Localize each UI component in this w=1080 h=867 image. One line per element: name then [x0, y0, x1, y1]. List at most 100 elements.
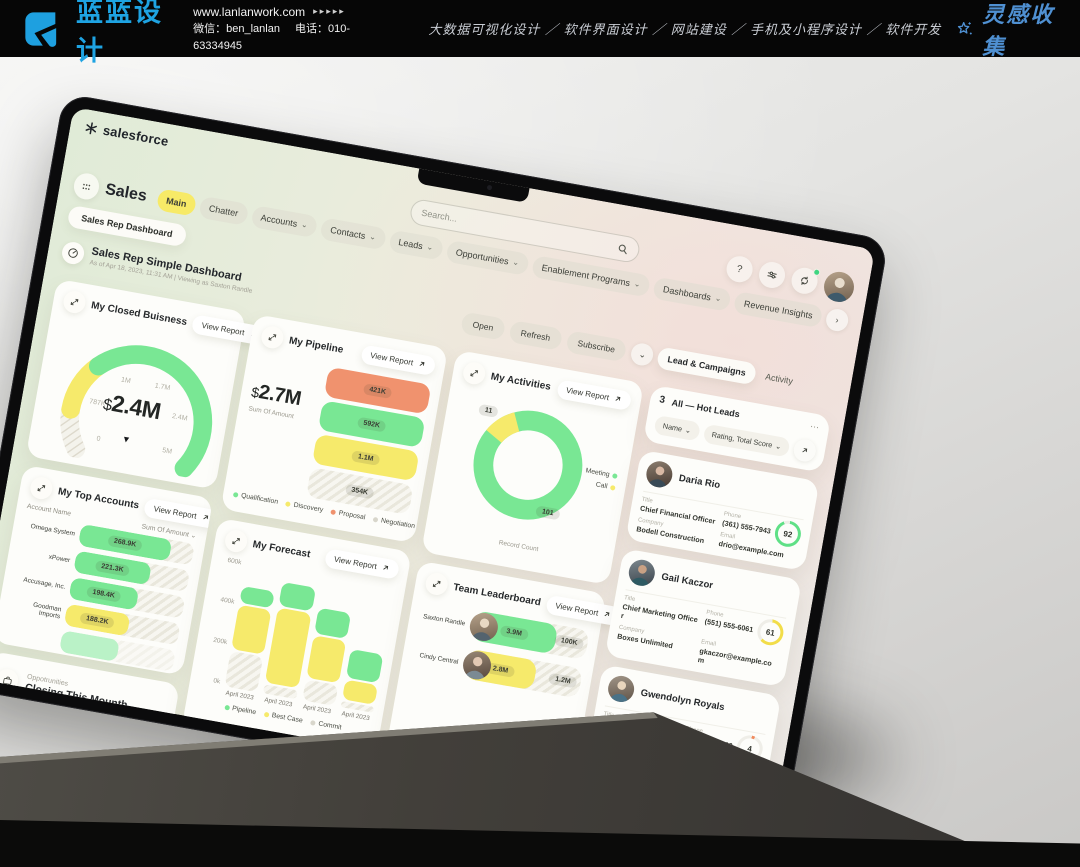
arrow-up-right-icon — [419, 361, 425, 366]
lead-card-daria-rio[interactable]: Daria Rio Title Chief Financial Officer … — [625, 449, 820, 572]
sparkle-star-icon — [958, 21, 972, 34]
avatar — [467, 610, 501, 644]
more-menu-icon[interactable]: ⋯ — [809, 421, 821, 433]
sliders-icon — [767, 271, 777, 279]
card-my-pipeline: My Pipeline View Report $2.7M Sum Of Amo… — [220, 313, 449, 544]
leads-list-header: 3 All — Hot Leads ⋯ Name ⌄ Rating, Total … — [642, 384, 832, 473]
grid-dots-icon — [82, 183, 91, 190]
column-2: My Pipeline View Report $2.7M Sum Of Amo… — [181, 268, 457, 761]
sync-button[interactable] — [789, 265, 821, 296]
nav-pill-main[interactable]: Main⌄ — [155, 188, 198, 217]
nav-pill-dashboards[interactable]: Dashboards ⌄ — [652, 276, 733, 312]
forecast-segment — [231, 604, 272, 655]
avatar — [606, 673, 637, 705]
briefcase-icon — [0, 667, 20, 693]
expand-icon[interactable] — [28, 475, 55, 501]
expand-icon[interactable] — [423, 571, 450, 597]
forecast-column — [340, 648, 384, 713]
arrow-up-right-icon — [383, 565, 389, 570]
card-my-closed-business: My Closed Buisness View Report — [25, 278, 268, 490]
tab-lead-campaigns[interactable]: Lead & Campaigns — [655, 346, 758, 386]
nav-pill-opportunities[interactable]: Opportunities ⌄ — [445, 239, 530, 276]
view-report-button[interactable]: View Report — [143, 497, 214, 530]
filter-rating-total-score[interactable]: Rating, Total Score ⌄ — [702, 423, 791, 458]
avatar — [644, 459, 675, 490]
svg-text:0: 0 — [96, 435, 101, 443]
leaderboard-row: Cindy Central 2.8M 1.2M — [410, 639, 584, 699]
filter-name[interactable]: Name ⌄ — [653, 414, 701, 441]
expand-icon[interactable] — [259, 324, 286, 351]
svg-text:2.4M: 2.4M — [171, 413, 188, 423]
inspiration-collection: 灵感收集 — [955, 0, 1058, 61]
avatar — [626, 557, 657, 588]
leads-count: 3 — [658, 394, 666, 407]
forecast-segment — [341, 679, 378, 705]
view-report-button[interactable]: View Report — [555, 378, 633, 411]
search-field[interactable] — [408, 197, 642, 265]
settings-sliders-button[interactable] — [756, 259, 788, 291]
notification-dot — [812, 268, 821, 277]
svg-text:1M: 1M — [120, 376, 131, 385]
forecast-segment — [301, 679, 339, 706]
asterisk-icon — [85, 121, 98, 134]
leads-list-title: All — Hot Leads — [670, 396, 741, 419]
nav-scroll-right-button[interactable]: › — [824, 307, 850, 333]
card-title: Team Leaderboard — [452, 581, 542, 608]
gauge-clock-icon — [68, 248, 78, 258]
card-team-leaderboard: Team Leaderboard View Report Saxton Rand… — [386, 560, 622, 781]
expand-icon[interactable] — [223, 528, 249, 554]
accounts-bar-list: Omega System 268.9K xPower 221.3K Accusa… — [3, 514, 195, 672]
svg-text:5M: 5M — [162, 447, 173, 456]
forecast-segment — [313, 607, 351, 639]
dashboard-icon — [60, 240, 86, 266]
avatar — [460, 649, 494, 682]
more-actions-button[interactable]: ⌄ — [629, 341, 656, 368]
app-launcher-button[interactable] — [71, 171, 101, 202]
open-leads-button[interactable] — [792, 437, 818, 464]
nav-pill-accounts[interactable]: Accounts ⌄ — [249, 205, 319, 239]
app-nav-row: Sales Main⌄ Chatter⌄ Accounts⌄ Contacts⌄… — [71, 171, 850, 334]
lead-card-gail-kaczor[interactable]: Gail Kaczor Title Chief Marketing Office… — [604, 548, 803, 688]
open-button[interactable]: Open — [460, 311, 507, 341]
card-my-top-accounts: My Top Accounts View Report Account Name… — [0, 464, 214, 676]
header-icons: ? — [724, 252, 857, 305]
nav-pill-contacts[interactable]: Contacts ⌄ — [319, 217, 387, 251]
help-button[interactable]: ? — [724, 254, 755, 285]
expand-icon[interactable] — [461, 360, 487, 387]
funnel-chart: $2.7M Sum Of Amount 421K 592K 1.1M 354K — [235, 354, 432, 515]
card-my-activities: My Activities View Report — [421, 349, 645, 586]
arrow-up-right-icon — [203, 515, 208, 520]
nav-pill-leads[interactable]: Leads ⌄ — [387, 229, 445, 261]
leaderboard-row: Saxton Randle 3.9M 100K — [417, 601, 590, 661]
refresh-button[interactable]: Refresh — [508, 320, 563, 351]
view-report-button[interactable]: View Report — [545, 594, 622, 626]
view-report-button[interactable]: View Report — [323, 547, 401, 580]
tab-activity[interactable]: Activity — [764, 371, 794, 387]
column-1: Sales Rep Simple Dashboard As of Apr 18,… — [0, 232, 268, 736]
brand-name: 蓝蓝设计 — [76, 0, 163, 66]
card-opportunities-closing[interactable]: Oppotrunities Closing This Mounth — [0, 650, 181, 736]
search-icon — [618, 244, 627, 254]
card-my-forecast: My Forecast View Report 600k 400k — [181, 517, 412, 761]
phone-label: 电话：010-63334945 — [193, 23, 351, 52]
forecast-segment — [264, 607, 312, 689]
lead-card-gwendolyn-royals[interactable]: Gwendolyn Royals Title VP Purchasing Pho… — [585, 664, 782, 795]
donut-chart: 11 101 Meeting Call — [436, 386, 628, 556]
person-silhouette-icon — [825, 277, 848, 304]
promo-banner: 蓝蓝设计 www.lanlanwork.com ▸▸▸▸▸ 微信：ben_lan… — [0, 0, 1080, 66]
arrow-up-right-icon — [615, 396, 621, 401]
forecast-segment — [345, 648, 384, 684]
dashboard-grid: Sales Rep Simple Dashboard As of Apr 18,… — [0, 232, 839, 820]
banner-contact: www.lanlanwork.com ▸▸▸▸▸ 微信：ben_lanlan 电… — [193, 3, 358, 54]
leaderboard-rows: Saxton Randle 3.9M 100K — [410, 601, 590, 699]
card-title: My Forecast — [251, 538, 312, 560]
laptop: salesforce ? — [0, 93, 890, 835]
expand-icon[interactable] — [61, 289, 88, 315]
subscribe-button[interactable]: Subscribe — [564, 330, 628, 363]
nav-pill-chatter[interactable]: Chatter⌄ — [198, 195, 249, 226]
website-link[interactable]: www.lanlanwork.com — [193, 5, 306, 19]
view-report-button[interactable]: View Report — [359, 343, 437, 376]
user-avatar[interactable] — [821, 269, 857, 305]
svg-text:1.7M: 1.7M — [154, 382, 171, 392]
